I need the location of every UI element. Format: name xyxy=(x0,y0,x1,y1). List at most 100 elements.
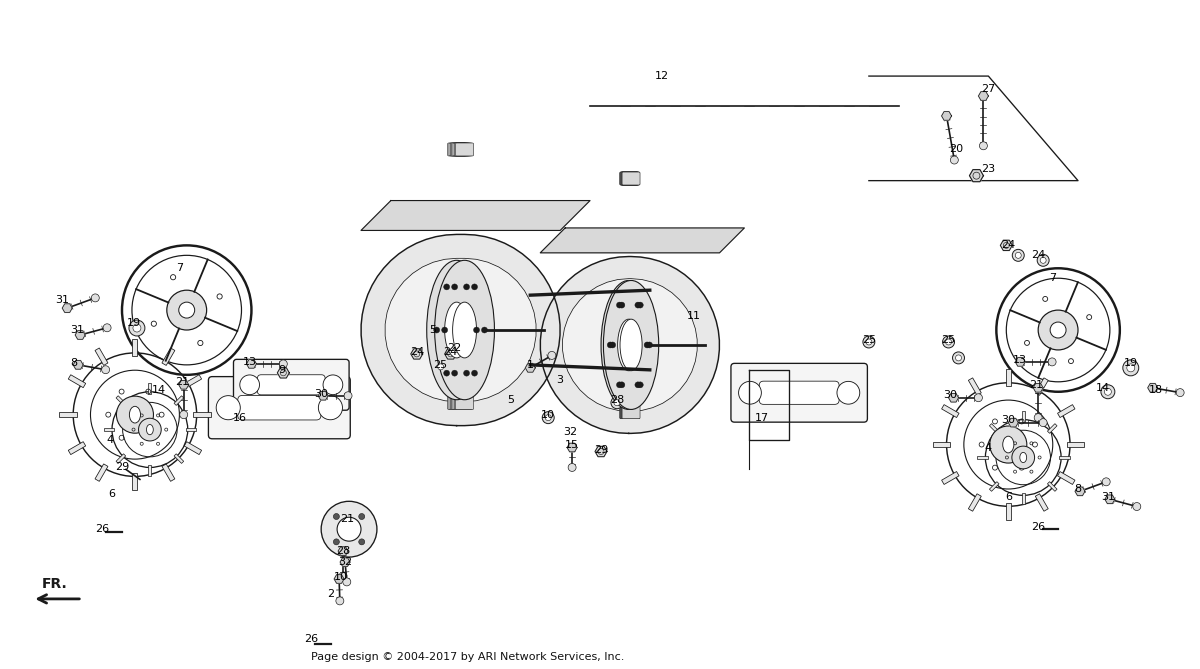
Circle shape xyxy=(1050,322,1066,338)
FancyBboxPatch shape xyxy=(456,397,474,409)
Ellipse shape xyxy=(452,302,476,358)
Text: 28: 28 xyxy=(336,546,350,556)
Circle shape xyxy=(637,382,643,388)
Polygon shape xyxy=(978,92,989,100)
Circle shape xyxy=(433,327,439,333)
Text: 13: 13 xyxy=(242,357,257,367)
Bar xyxy=(1036,494,1049,511)
Circle shape xyxy=(1103,478,1110,486)
Text: 25: 25 xyxy=(862,335,876,345)
Bar xyxy=(116,454,126,464)
Circle shape xyxy=(481,327,487,333)
FancyBboxPatch shape xyxy=(619,172,637,185)
Circle shape xyxy=(545,415,551,421)
Bar xyxy=(162,348,175,365)
Circle shape xyxy=(322,501,377,557)
Circle shape xyxy=(1038,310,1078,350)
Polygon shape xyxy=(179,381,188,389)
Text: 31: 31 xyxy=(70,325,84,335)
FancyBboxPatch shape xyxy=(209,377,350,439)
Text: 26: 26 xyxy=(95,524,109,534)
Circle shape xyxy=(610,342,616,348)
Text: 8: 8 xyxy=(1074,484,1081,494)
Polygon shape xyxy=(334,575,344,583)
Circle shape xyxy=(343,578,350,586)
Circle shape xyxy=(359,539,365,545)
Circle shape xyxy=(344,392,352,400)
FancyBboxPatch shape xyxy=(620,172,638,185)
Circle shape xyxy=(1104,388,1111,395)
Circle shape xyxy=(644,342,650,348)
FancyBboxPatch shape xyxy=(620,172,638,185)
Circle shape xyxy=(133,324,140,332)
Text: 16: 16 xyxy=(233,413,246,423)
Text: 19: 19 xyxy=(127,318,142,328)
Circle shape xyxy=(337,517,361,541)
Circle shape xyxy=(548,351,556,359)
Circle shape xyxy=(635,382,641,388)
Bar xyxy=(68,442,85,455)
Circle shape xyxy=(216,395,240,419)
Text: FR.: FR. xyxy=(42,577,67,591)
Circle shape xyxy=(472,370,478,376)
Polygon shape xyxy=(1015,357,1025,366)
FancyBboxPatch shape xyxy=(450,397,468,409)
Bar xyxy=(968,378,982,395)
FancyBboxPatch shape xyxy=(448,143,466,156)
Bar xyxy=(149,466,151,476)
Circle shape xyxy=(1013,250,1025,262)
Text: 32: 32 xyxy=(563,427,577,437)
Bar xyxy=(932,442,950,447)
Text: 30: 30 xyxy=(1001,415,1015,425)
Bar xyxy=(174,454,184,464)
Circle shape xyxy=(451,370,457,376)
Circle shape xyxy=(438,364,444,370)
Polygon shape xyxy=(1105,495,1115,504)
Circle shape xyxy=(180,411,187,419)
FancyBboxPatch shape xyxy=(234,359,349,410)
Circle shape xyxy=(116,396,154,434)
Bar xyxy=(1067,442,1084,447)
Polygon shape xyxy=(340,558,350,567)
Circle shape xyxy=(635,302,641,308)
Bar xyxy=(116,396,126,405)
Circle shape xyxy=(434,361,446,373)
Ellipse shape xyxy=(620,319,642,371)
Polygon shape xyxy=(526,363,535,372)
Text: 5: 5 xyxy=(430,325,436,335)
Bar xyxy=(942,472,959,484)
Circle shape xyxy=(953,352,965,364)
Text: 19: 19 xyxy=(1123,358,1138,368)
Polygon shape xyxy=(385,258,536,401)
Text: ARI: ARI xyxy=(480,300,720,420)
FancyBboxPatch shape xyxy=(451,397,469,409)
Circle shape xyxy=(542,411,554,423)
Text: 28: 28 xyxy=(610,395,624,405)
FancyBboxPatch shape xyxy=(452,397,470,409)
FancyBboxPatch shape xyxy=(257,375,325,395)
Circle shape xyxy=(979,142,988,150)
Text: 22: 22 xyxy=(448,343,462,353)
Circle shape xyxy=(1100,385,1115,399)
Bar xyxy=(59,412,77,417)
Bar xyxy=(103,428,114,431)
Text: 13: 13 xyxy=(1013,355,1027,365)
Circle shape xyxy=(942,336,954,348)
Circle shape xyxy=(1034,413,1042,421)
Circle shape xyxy=(1037,254,1049,266)
Text: 6: 6 xyxy=(108,489,115,499)
Polygon shape xyxy=(277,368,289,378)
Polygon shape xyxy=(1075,487,1085,496)
Text: 5: 5 xyxy=(506,395,514,405)
Text: 30: 30 xyxy=(314,389,328,399)
Bar xyxy=(942,405,959,417)
FancyBboxPatch shape xyxy=(622,172,640,185)
FancyBboxPatch shape xyxy=(622,405,640,419)
Circle shape xyxy=(463,370,469,376)
Circle shape xyxy=(950,156,959,164)
FancyBboxPatch shape xyxy=(455,397,472,409)
Text: 30: 30 xyxy=(943,390,958,400)
Circle shape xyxy=(647,342,653,348)
Polygon shape xyxy=(942,112,952,120)
Text: 7: 7 xyxy=(1050,273,1057,283)
